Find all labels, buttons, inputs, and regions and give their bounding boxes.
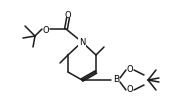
Text: O: O bbox=[65, 10, 71, 20]
Text: N: N bbox=[79, 37, 85, 47]
Text: O: O bbox=[127, 66, 133, 74]
Text: O: O bbox=[43, 26, 49, 35]
Text: B: B bbox=[113, 76, 119, 84]
Text: O: O bbox=[127, 85, 133, 95]
